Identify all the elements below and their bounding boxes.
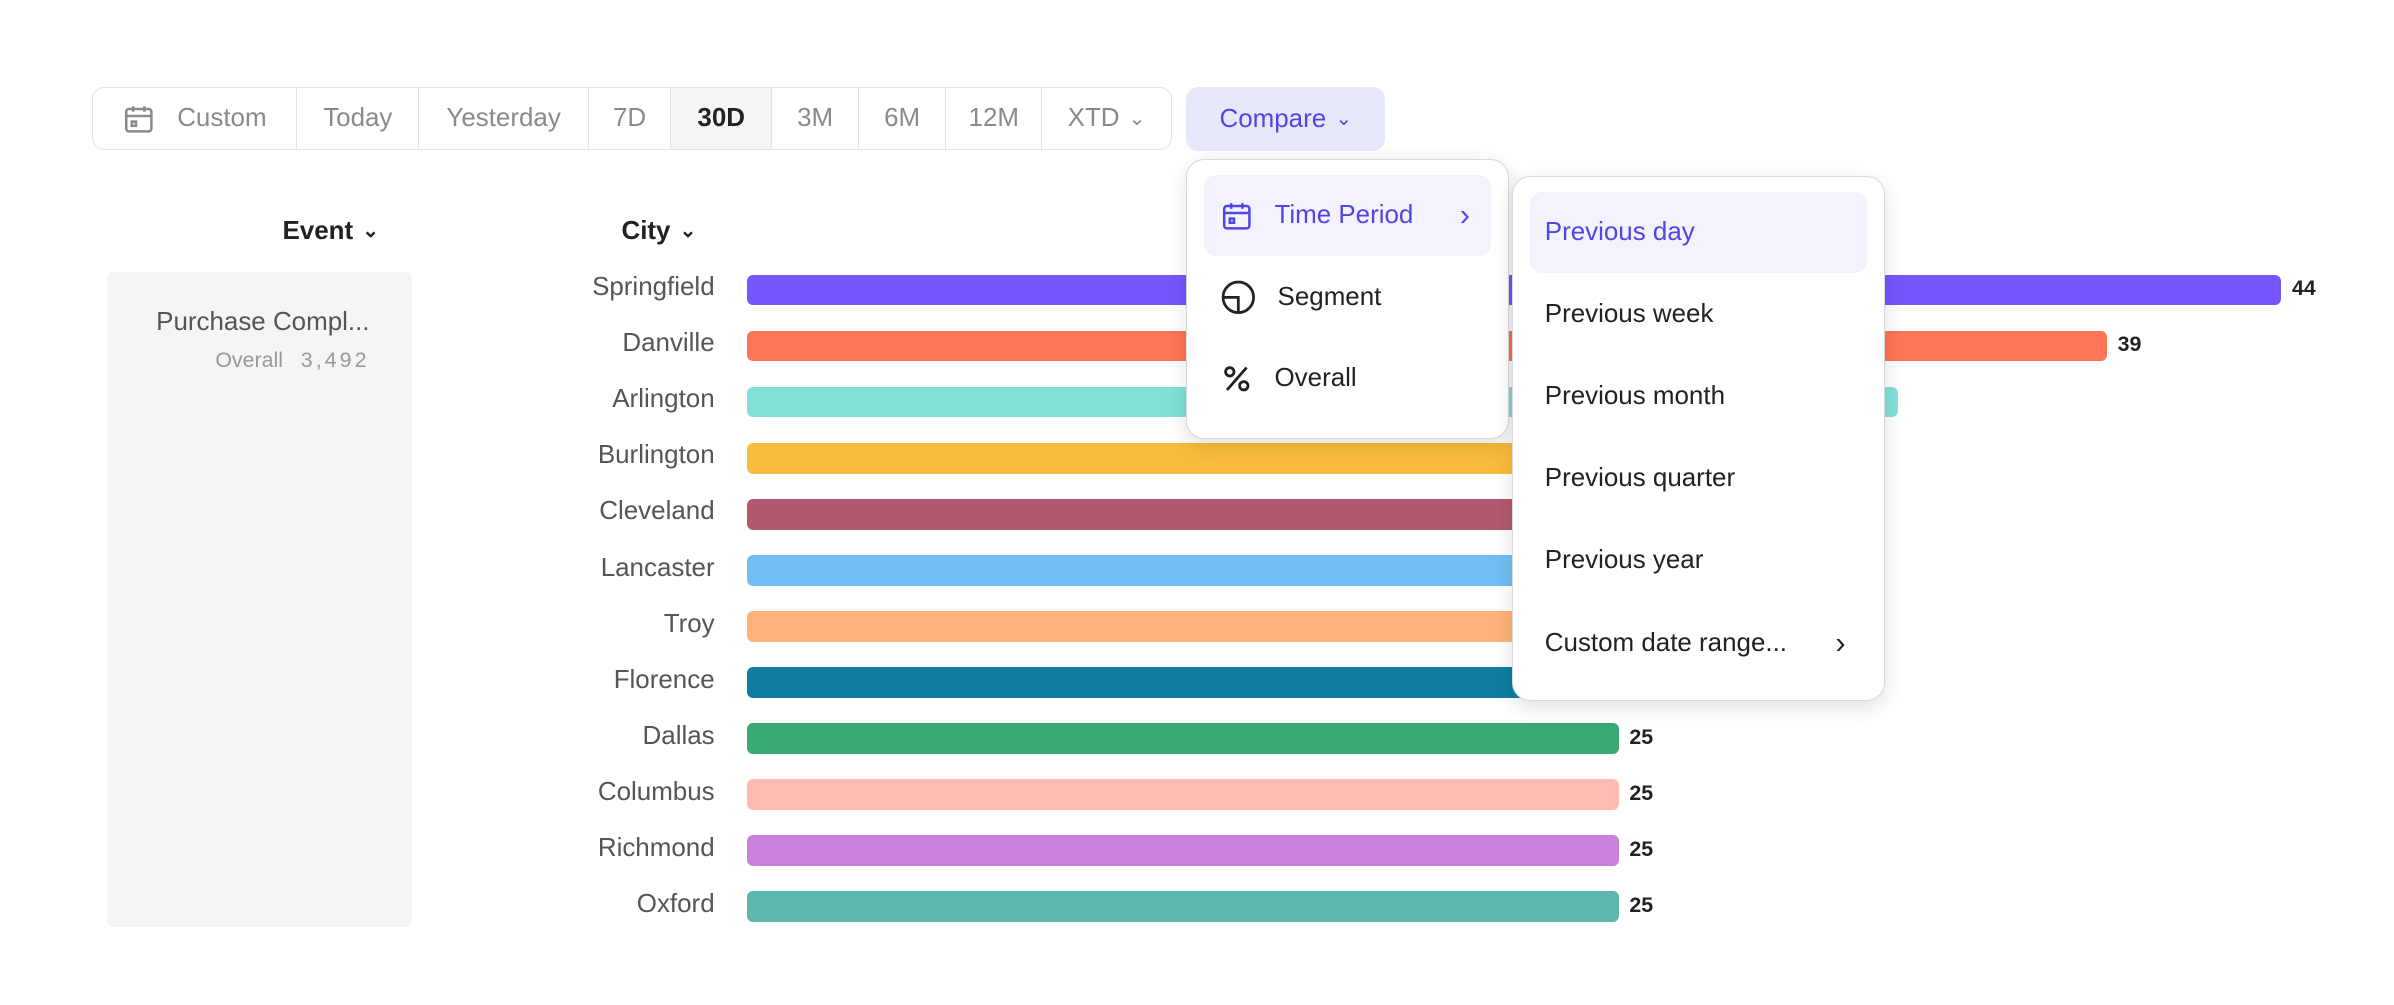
segment-pie-icon: [1220, 279, 1257, 316]
menu-item-overall[interactable]: Overall: [1204, 338, 1491, 419]
menu-item-label: Segment: [1277, 282, 1382, 311]
menu-item-label: Overall: [1274, 364, 1357, 393]
category-label: Columbus: [597, 777, 715, 806]
menu-item-label: Previous month: [1544, 382, 1725, 411]
range-6m[interactable]: 6M: [859, 88, 947, 150]
category-label: Arlington: [612, 385, 715, 414]
range-label: 7D: [613, 104, 647, 133]
bar-value-label: 25: [1629, 724, 1654, 749]
bar-value-label: 44: [2292, 276, 2316, 301]
menu-item-previous-month[interactable]: Previous month: [1530, 356, 1867, 437]
range-label: XTD: [1067, 104, 1120, 133]
chevron-down-icon: ⌄: [679, 220, 697, 243]
bar-dallas[interactable]: [746, 723, 1619, 754]
chevron-right-icon: ›: [1835, 625, 1846, 660]
chevron-right-icon: ›: [1459, 198, 1470, 233]
category-label: Burlington: [597, 441, 715, 470]
menu-item-label: Previous year: [1544, 546, 1704, 575]
range-yesterday[interactable]: Yesterday: [419, 88, 589, 150]
time-period-submenu: Previous day Previous week Previous month P…: [1511, 175, 1885, 702]
menu-item-segment[interactable]: Segment: [1204, 257, 1491, 338]
range-label: Today: [323, 104, 393, 133]
menu-item-label: Previous week: [1544, 299, 1714, 328]
menu-item-label: Custom date range...: [1544, 628, 1787, 657]
category-label: Dallas: [642, 721, 715, 750]
compare-label: Compare: [1219, 104, 1327, 133]
menu-item-previous-day[interactable]: Previous day: [1529, 191, 1867, 273]
menu-item-previous-quarter[interactable]: Previous quarter: [1530, 438, 1867, 519]
category-label: Troy: [663, 609, 715, 638]
overall-label: Overall: [215, 348, 283, 373]
percent-icon: [1220, 362, 1254, 396]
category-label: Cleveland: [599, 497, 715, 526]
event-panel[interactable]: Purchase Compl... Overall 3,492: [106, 271, 413, 927]
date-range-selector: Custom Today Yesterday 7D 30D 3M 6M 12M XTD ⌄: [91, 87, 1172, 151]
chevron-down-icon: ⌄: [1128, 107, 1146, 130]
menu-item-label: Time Period: [1274, 201, 1414, 230]
bar-richmond[interactable]: [746, 835, 1619, 866]
range-xtd[interactable]: XTD ⌄: [1042, 88, 1170, 149]
compare-button[interactable]: Compare ⌄: [1186, 87, 1385, 152]
range-12m[interactable]: 12M: [946, 88, 1043, 150]
menu-item-previous-week[interactable]: Previous week: [1530, 274, 1867, 355]
chevron-down-icon: ⌄: [1335, 108, 1352, 131]
category-label: Oxford: [636, 889, 715, 918]
bar-value-label: 39: [2117, 332, 2142, 357]
menu-item-label: Previous day: [1544, 217, 1695, 246]
calendar-icon: [1220, 199, 1254, 233]
bar-value-label: 25: [1629, 836, 1654, 861]
range-label: 12M: [968, 104, 1019, 133]
bar-columbus[interactable]: [746, 779, 1619, 810]
menu-item-label: Previous quarter: [1544, 464, 1736, 493]
category-label: Lancaster: [600, 553, 715, 582]
range-label: Custom: [177, 104, 267, 133]
menu-item-previous-year[interactable]: Previous year: [1530, 520, 1867, 601]
calendar-icon: [122, 102, 156, 136]
bar-value-label: 25: [1629, 892, 1654, 917]
range-custom[interactable]: Custom: [93, 88, 298, 150]
event-name: Purchase Compl...: [156, 308, 370, 337]
range-7d[interactable]: 7D: [589, 88, 672, 150]
category-label: Richmond: [597, 833, 715, 862]
city-column-header[interactable]: City ⌄: [621, 217, 696, 246]
range-label: 30D: [697, 104, 745, 133]
category-label: Florence: [613, 665, 715, 694]
range-label: 3M: [797, 104, 834, 133]
range-label: Yesterday: [446, 104, 561, 133]
category-label: Springfield: [592, 273, 715, 302]
range-3m[interactable]: 3M: [772, 88, 860, 150]
category-label: Danville: [622, 329, 715, 358]
menu-item-time-period[interactable]: Time Period ›: [1204, 175, 1492, 256]
bar-value-label: 25: [1629, 780, 1654, 805]
bar-oxford[interactable]: [746, 891, 1619, 922]
overall-value: 3,492: [300, 348, 370, 373]
event-header-label: Event: [282, 216, 354, 245]
range-label: 6M: [884, 104, 921, 133]
compare-menu: Time Period › Segment Overall: [1186, 158, 1510, 439]
menu-item-custom-date-range[interactable]: Custom date range... ›: [1530, 603, 1867, 684]
range-30d[interactable]: 30D: [671, 88, 773, 150]
event-column-header[interactable]: Event ⌄: [282, 217, 378, 246]
range-today[interactable]: Today: [297, 88, 420, 150]
chevron-down-icon: ⌄: [362, 220, 379, 243]
city-header-label: City: [621, 216, 671, 245]
